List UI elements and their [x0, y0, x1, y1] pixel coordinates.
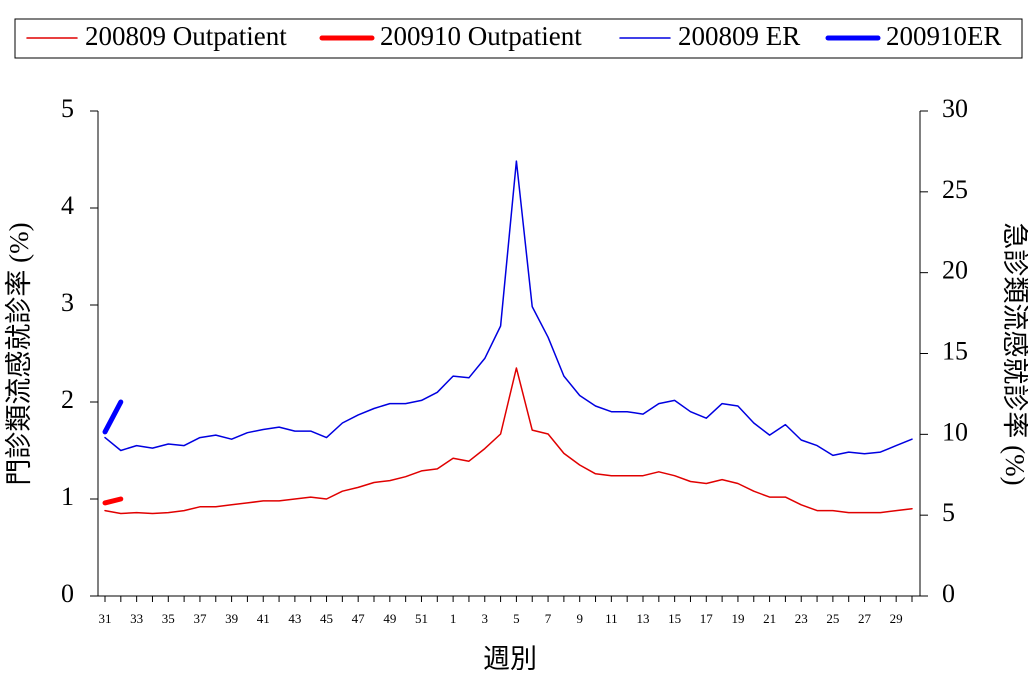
x-tick-label: 25	[826, 611, 839, 626]
x-tick-label: 31	[99, 611, 112, 626]
x-tick-label: 33	[130, 611, 143, 626]
x-tick-label: 13	[637, 611, 650, 626]
y-tick-label: 2	[61, 385, 74, 414]
legend-label: 200910ER	[886, 21, 1002, 51]
x-tick-label: 5	[513, 611, 520, 626]
x-tick-label: 7	[545, 611, 552, 626]
y-tick-label: 4	[61, 191, 74, 220]
x-tick-label: 43	[288, 611, 301, 626]
x-tick-label: 47	[352, 611, 366, 626]
y-tick-label: 3	[61, 288, 74, 317]
legend-label: 200809 ER	[678, 21, 800, 51]
legend-label: 200809 Outpatient	[85, 21, 287, 51]
y-tick-label: 5	[61, 94, 74, 123]
y-tick-label: 1	[61, 482, 74, 511]
series-line	[102, 399, 124, 435]
x-tick-label: 23	[795, 611, 808, 626]
y2-tick-label: 30	[942, 94, 968, 123]
x-tick-label: 39	[225, 611, 238, 626]
x-axis-label: 週別	[483, 644, 537, 674]
x-tick-label: 3	[482, 611, 489, 626]
y2-tick-label: 10	[942, 417, 968, 446]
x-tick-label: 27	[858, 611, 872, 626]
x-tick-label: 35	[162, 611, 175, 626]
x-tick-label: 45	[320, 611, 333, 626]
y2-tick-label: 5	[942, 498, 955, 527]
x-tick-label: 19	[731, 611, 744, 626]
series-line	[104, 160, 913, 457]
x-tick-label: 15	[668, 611, 681, 626]
x-tick-label: 29	[890, 611, 903, 626]
y2-tick-label: 0	[942, 579, 955, 608]
y-axis-label: 門診類流感就診率 (%)	[4, 222, 34, 485]
y2-axis-label: 急診類流感就診率 (%)	[1000, 222, 1028, 485]
x-tick-label: 37	[193, 611, 207, 626]
y2-tick-label: 25	[942, 175, 968, 204]
x-tick-label: 11	[605, 611, 618, 626]
x-tick-label: 17	[700, 611, 714, 626]
x-tick-label: 41	[257, 611, 270, 626]
x-tick-label: 1	[450, 611, 457, 626]
y-tick-label: 0	[61, 579, 74, 608]
x-tick-label: 51	[415, 611, 428, 626]
x-tick-label: 9	[576, 611, 583, 626]
x-tick-label: 49	[383, 611, 396, 626]
y2-tick-label: 20	[942, 256, 968, 285]
y2-tick-label: 15	[942, 336, 968, 365]
series-line	[102, 496, 124, 506]
x-tick-label: 21	[763, 611, 776, 626]
series-line	[104, 367, 913, 515]
legend-label: 200910 Outpatient	[380, 21, 582, 51]
